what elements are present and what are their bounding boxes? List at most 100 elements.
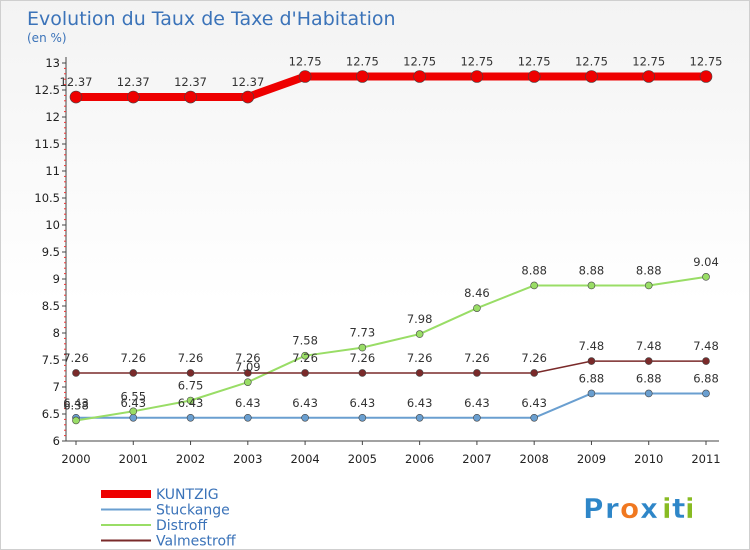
data-point-distroff[interactable]: [644, 281, 653, 290]
data-point-kuntzig[interactable]: [470, 70, 484, 83]
data-label-kuntzig: 12.75: [575, 55, 608, 69]
data-point-valmestroff[interactable]: [301, 369, 309, 377]
y-tick-label: 11: [45, 164, 60, 178]
data-label-valmestroff: 7.48: [579, 339, 605, 353]
data-point-stuckange[interactable]: [702, 389, 710, 398]
data-point-valmestroff[interactable]: [129, 369, 138, 377]
y-tick-label: 13: [45, 56, 60, 70]
data-label-stuckange: 6.88: [636, 371, 662, 385]
data-label-kuntzig: 12.37: [174, 75, 207, 89]
data-point-valmestroff[interactable]: [244, 369, 252, 377]
data-label-valmestroff: 7.48: [636, 339, 662, 353]
data-point-kuntzig[interactable]: [241, 90, 255, 104]
data-label-kuntzig: 12.37: [231, 75, 264, 89]
data-label-valmestroff: 7.26: [178, 351, 204, 365]
data-point-distroff[interactable]: [530, 281, 538, 290]
y-tick-label: 12: [45, 110, 60, 124]
series-line-distroff: [75, 275, 707, 422]
logo-letter: x: [640, 492, 658, 525]
logo-letter: t: [672, 492, 685, 525]
data-point-kuntzig[interactable]: [126, 90, 140, 104]
x-tick-label: 2008: [520, 452, 549, 466]
data-label-distroff: 6.75: [178, 379, 204, 393]
data-point-stuckange[interactable]: [358, 413, 367, 422]
data-label-stuckange: 6.88: [693, 371, 719, 385]
data-point-kuntzig[interactable]: [413, 70, 426, 83]
data-point-stuckange[interactable]: [415, 413, 424, 422]
data-point-distroff[interactable]: [358, 343, 367, 352]
y-tick-label: 10.5: [34, 191, 60, 205]
data-label-kuntzig: 12.75: [403, 55, 436, 69]
data-point-distroff[interactable]: [129, 407, 138, 416]
data-point-valmestroff[interactable]: [587, 357, 596, 365]
data-point-kuntzig[interactable]: [699, 70, 713, 83]
data-point-distroff[interactable]: [301, 351, 309, 360]
data-label-kuntzig: 12.37: [60, 75, 93, 89]
data-point-distroff[interactable]: [473, 304, 481, 312]
data-label-distroff: 7.58: [292, 334, 318, 348]
data-point-valmestroff[interactable]: [644, 357, 653, 365]
data-point-kuntzig[interactable]: [356, 70, 369, 83]
data-label-distroff: 6.38: [63, 398, 89, 412]
data-point-distroff[interactable]: [415, 330, 424, 338]
data-point-stuckange[interactable]: [644, 389, 653, 398]
data-point-valmestroff[interactable]: [702, 357, 710, 365]
data-point-distroff[interactable]: [72, 416, 80, 425]
data-point-kuntzig[interactable]: [585, 70, 598, 83]
data-label-valmestroff: 7.26: [63, 351, 89, 365]
data-label-valmestroff: 7.48: [693, 339, 719, 353]
y-tick-label: 10: [45, 218, 60, 232]
data-point-valmestroff[interactable]: [530, 369, 538, 377]
data-point-kuntzig[interactable]: [184, 90, 197, 104]
data-label-stuckange: 6.43: [350, 396, 376, 410]
data-point-stuckange[interactable]: [301, 413, 309, 422]
y-tick-label: 6: [53, 434, 60, 448]
x-tick-label: 2007: [462, 452, 491, 466]
x-tick-label: 2005: [348, 452, 377, 466]
x-tick-label: 2006: [405, 452, 434, 466]
data-point-valmestroff[interactable]: [473, 369, 481, 377]
data-label-stuckange: 6.43: [464, 396, 490, 410]
data-label-stuckange: 6.43: [63, 396, 89, 410]
data-point-stuckange[interactable]: [473, 413, 481, 422]
x-tick-label: 2011: [691, 452, 720, 466]
data-label-distroff: 9.04: [693, 255, 719, 269]
data-point-kuntzig[interactable]: [69, 90, 83, 104]
data-point-kuntzig[interactable]: [298, 70, 312, 83]
data-label-kuntzig: 12.75: [460, 55, 493, 69]
data-point-stuckange[interactable]: [129, 413, 138, 422]
logo-letter: r: [605, 492, 619, 525]
data-point-stuckange[interactable]: [530, 413, 538, 422]
data-point-distroff[interactable]: [587, 281, 596, 290]
data-label-kuntzig: 12.75: [632, 55, 665, 69]
data-point-stuckange[interactable]: [186, 413, 195, 422]
logo-letter: o: [620, 492, 639, 525]
legend-label-stuckange: Stuckange: [156, 503, 230, 519]
data-point-valmestroff[interactable]: [415, 369, 424, 377]
data-point-kuntzig[interactable]: [642, 70, 656, 83]
y-tick-label: 8: [53, 326, 60, 340]
data-point-distroff[interactable]: [186, 396, 195, 405]
y-tick-label: 9.5: [42, 245, 60, 259]
chart-title: Evolution du Taux de Taxe d'Habitation: [27, 8, 396, 30]
data-point-kuntzig[interactable]: [527, 70, 541, 83]
data-label-valmestroff: 7.26: [292, 351, 318, 365]
data-point-stuckange[interactable]: [587, 389, 596, 398]
data-label-kuntzig: 12.75: [518, 55, 551, 69]
data-point-valmestroff[interactable]: [358, 369, 367, 377]
data-point-distroff[interactable]: [244, 378, 252, 386]
data-label-distroff: 7.73: [350, 326, 376, 340]
data-label-valmestroff: 7.26: [407, 351, 433, 365]
data-point-valmestroff[interactable]: [186, 369, 195, 377]
data-label-kuntzig: 12.75: [346, 55, 379, 69]
data-point-stuckange[interactable]: [244, 413, 252, 422]
data-point-distroff[interactable]: [702, 273, 710, 281]
y-tick-label: 6.5: [42, 407, 60, 421]
data-label-stuckange: 6.43: [292, 396, 318, 410]
data-point-valmestroff[interactable]: [72, 369, 80, 377]
data-label-kuntzig: 12.75: [289, 55, 322, 69]
logo-letter: i: [685, 492, 695, 525]
data-label-distroff: 8.88: [579, 263, 605, 277]
legend-label-valmestroff: Valmestroff: [156, 534, 236, 550]
